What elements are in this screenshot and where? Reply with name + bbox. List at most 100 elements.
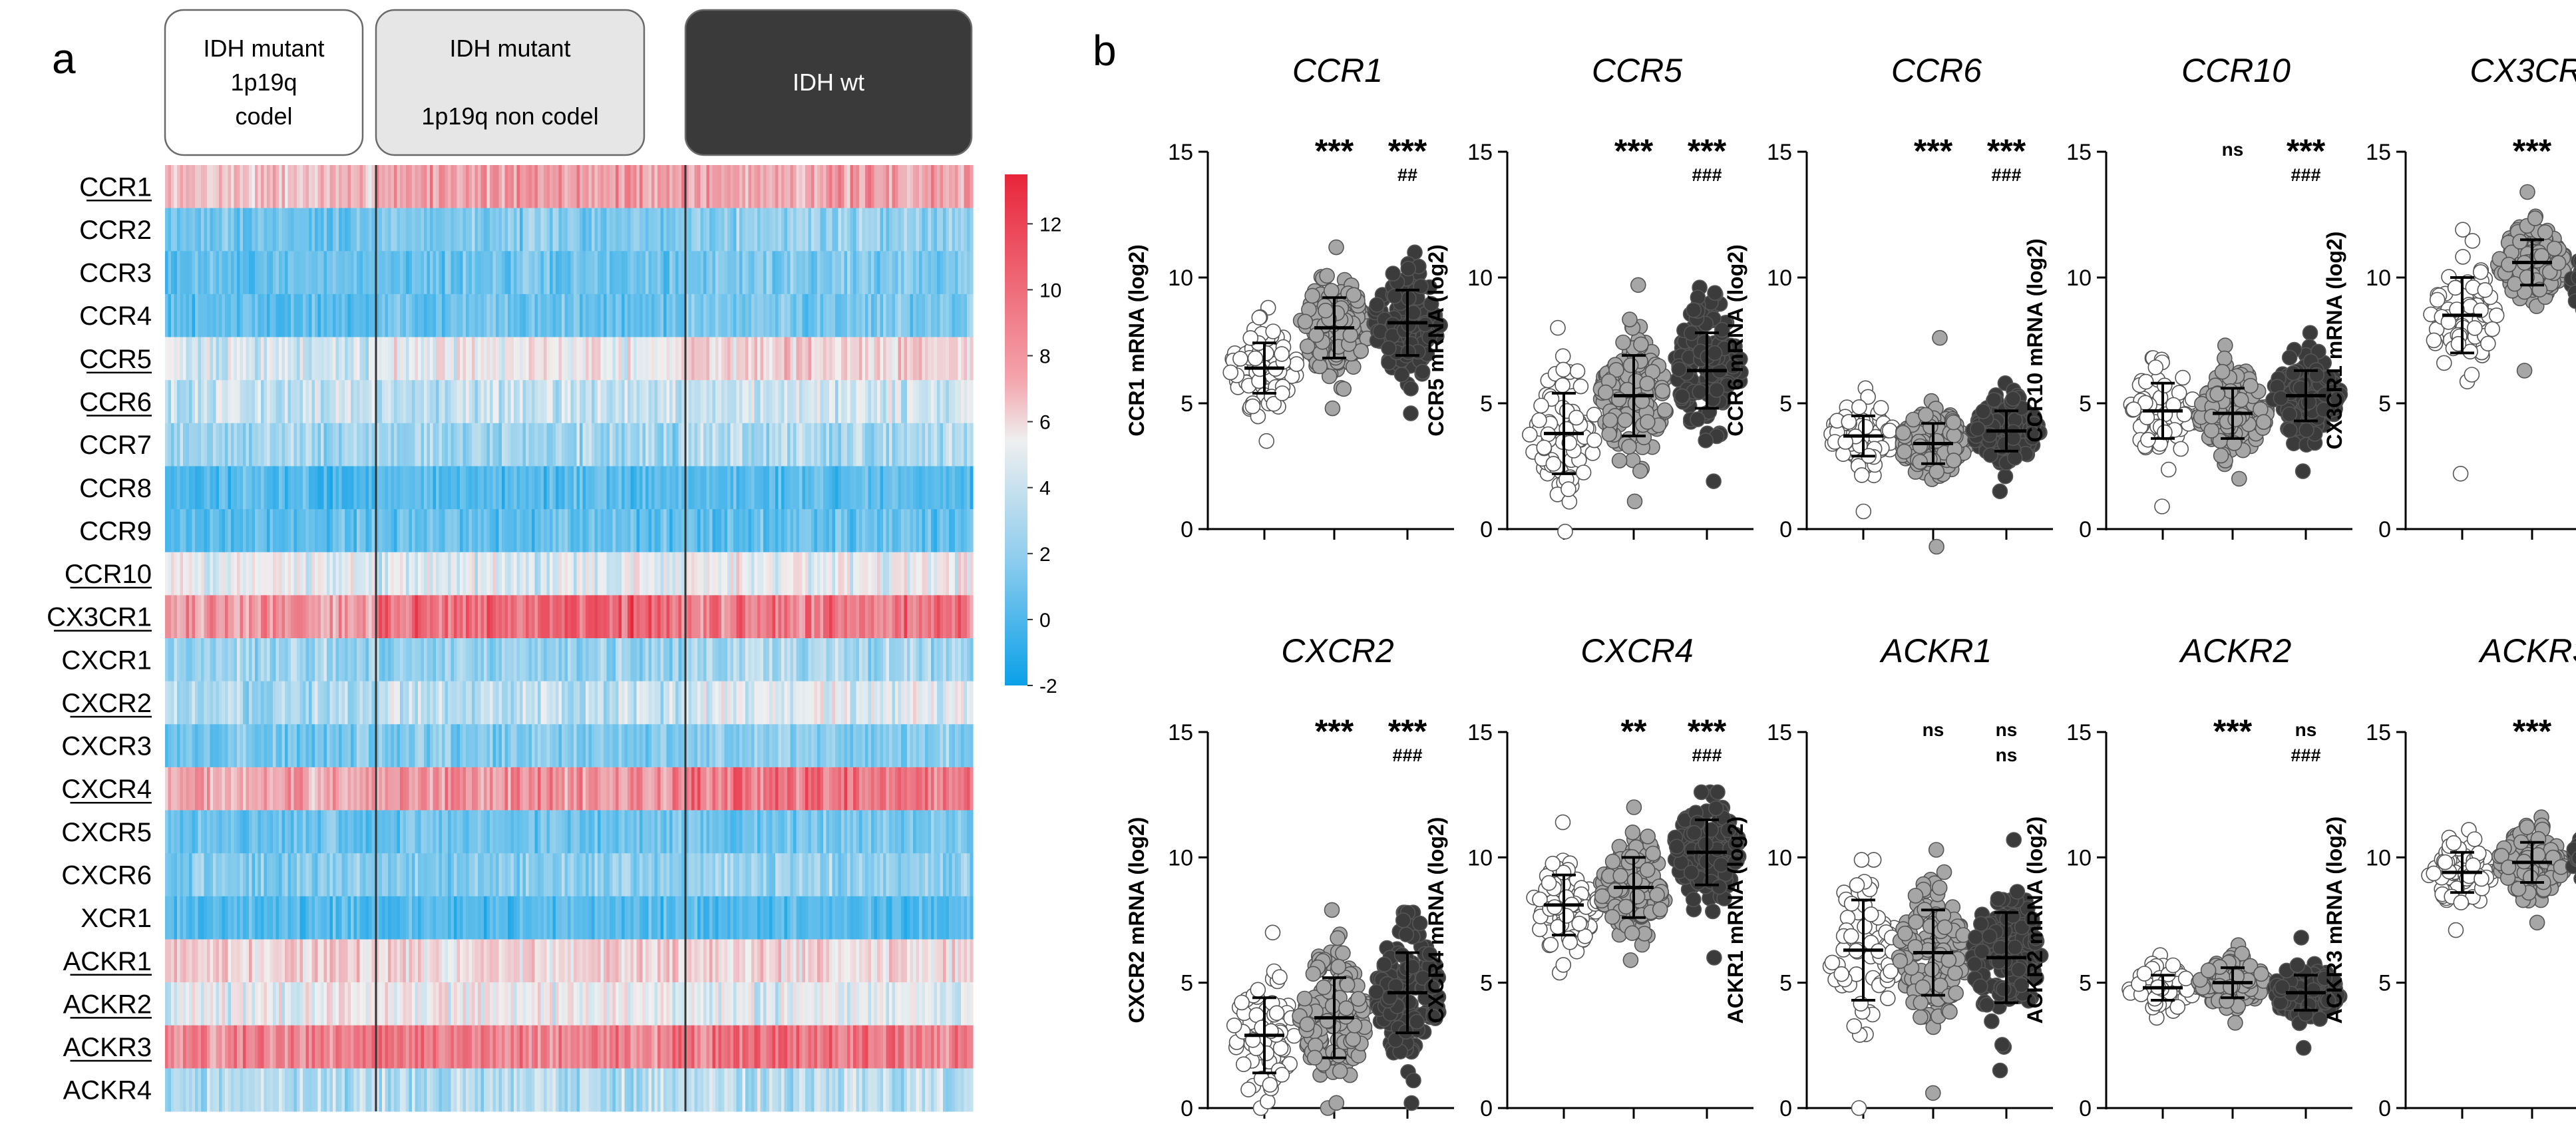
heatmap-cell [462, 724, 466, 768]
heatmap-cell [925, 423, 929, 467]
heatmap-cell [480, 810, 484, 854]
heatmap-cell [916, 251, 920, 295]
heatmap-cell [660, 681, 664, 725]
heatmap-cell [492, 337, 496, 381]
heatmap-cell [502, 552, 506, 596]
heatmap-cell [291, 724, 295, 768]
heatmap-cell [486, 208, 490, 252]
heatmap-cell [562, 337, 566, 381]
heatmap-cell [850, 810, 854, 854]
heatmap-cell [433, 466, 437, 510]
heatmap-cell [195, 165, 199, 209]
heatmap-cell [763, 380, 767, 424]
heatmap-cell [672, 165, 676, 209]
heatmap-cell [457, 293, 460, 337]
heatmap-cell [462, 595, 466, 639]
heatmap-cell [273, 767, 277, 811]
heatmap-cell [937, 552, 941, 596]
heatmap-cell [468, 681, 472, 725]
heatmap-cell [273, 638, 277, 682]
heatmap-cell [805, 638, 809, 682]
heatmap-cell [412, 853, 416, 897]
heatmap-cell [594, 638, 598, 682]
heatmap-cell [772, 724, 776, 768]
heatmap-cell [841, 896, 845, 940]
heatmap-cell [952, 638, 956, 682]
heatmap-cell [177, 724, 181, 768]
heatmap-cell [706, 337, 710, 381]
heatmap-cell [279, 208, 283, 252]
heatmap-cell [484, 724, 488, 768]
heatmap-cell [967, 896, 971, 940]
heatmap-cell [868, 724, 872, 768]
heatmap-cell [207, 423, 211, 467]
heatmap-cell [877, 595, 881, 639]
heatmap-cell [335, 939, 339, 983]
heatmap-cell [757, 165, 761, 209]
heatmap-cell [568, 810, 572, 854]
heatmap-cell [925, 466, 929, 510]
heatmap-cell [955, 423, 959, 467]
heatmap-cell [829, 724, 833, 768]
heatmap-cell [928, 552, 932, 596]
heatmap-cell [490, 810, 494, 854]
heatmap-cell [249, 595, 253, 639]
heatmap-cell [769, 423, 773, 467]
heatmap-cell [457, 165, 460, 209]
heatmap-cell [576, 208, 580, 252]
heatmap-cell [672, 380, 676, 424]
heatmap-cell [528, 509, 532, 553]
heatmap-cell [910, 810, 914, 854]
heatmap-cell [213, 509, 217, 553]
heatmap-cell [663, 251, 667, 295]
heatmap-cell [219, 423, 223, 467]
heatmap-cell [742, 853, 746, 897]
heatmap-cell [892, 466, 896, 510]
heatmap-cell [745, 251, 749, 295]
heatmap-cell [829, 552, 833, 596]
heatmap-cell [751, 724, 755, 768]
heatmap-cell [183, 724, 187, 768]
heatmap-cell [721, 466, 725, 510]
heatmap-cell [928, 853, 932, 897]
heatmap-cell [345, 896, 349, 940]
heatmap-cell [657, 810, 661, 854]
heatmap-cell [612, 165, 616, 209]
heatmap-cell [333, 251, 337, 295]
heatmap-cell [351, 724, 355, 768]
heatmap-cell [736, 337, 740, 381]
heatmap-cell [406, 853, 410, 897]
heatmap-cell [180, 724, 184, 768]
heatmap-cell [862, 165, 866, 209]
heatmap-cell [409, 293, 413, 337]
heatmap-cell [385, 638, 389, 682]
heatmap-cell [802, 466, 806, 510]
heatmap-cell [445, 466, 449, 510]
heatmap-cell [382, 595, 386, 639]
heatmap-cell [448, 767, 452, 811]
heatmap-cell [718, 251, 722, 295]
heatmap-cell [534, 595, 538, 639]
heatmap-cell [727, 293, 731, 337]
heatmap-cell [273, 552, 277, 596]
heatmap-cell [657, 208, 661, 252]
heatmap-cell [675, 853, 679, 897]
heatmap-cell [562, 423, 566, 467]
heatmap-cell [315, 896, 319, 940]
heatmap-cell [856, 293, 860, 337]
heatmap-cell [610, 165, 614, 209]
heatmap-cell [811, 681, 815, 725]
heatmap-cell [724, 853, 728, 897]
heatmap-cell [287, 939, 291, 983]
heatmap-cell [291, 853, 295, 897]
heatmap-cell [913, 724, 917, 768]
heatmap-cell [697, 380, 701, 424]
heatmap-cell [793, 595, 797, 639]
heatmap-cell [961, 810, 965, 854]
heatmap-cell [299, 337, 303, 381]
heatmap-cell [347, 337, 351, 381]
heatmap-cell [841, 681, 845, 725]
heatmap-cell [706, 509, 710, 553]
heatmap-cell [640, 293, 644, 337]
heatmap-cell [685, 724, 689, 768]
